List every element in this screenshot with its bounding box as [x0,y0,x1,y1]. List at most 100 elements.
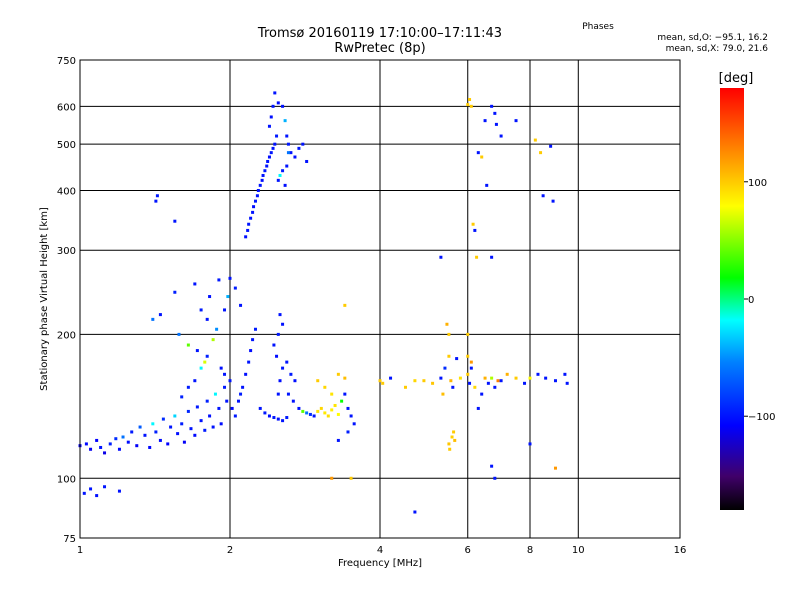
data-point [285,134,289,138]
data-point [523,381,527,385]
data-point [225,399,229,403]
data-point [228,379,232,383]
data-point [89,447,93,451]
colorbar-tick-label: 100 [748,178,767,189]
data-point [130,430,134,434]
data-point [468,98,472,102]
data-point [117,447,121,451]
data-point [541,194,545,198]
data-point [278,173,282,177]
data-point [176,432,180,436]
y-tick-label: 750 [57,56,76,67]
data-point [291,399,295,403]
data-point [158,438,162,442]
data-point [143,433,147,437]
data-point [223,308,227,312]
data-point [239,303,243,307]
x-tick-label: 4 [377,545,383,556]
data-point [439,255,443,259]
data-points [78,91,569,514]
data-point [485,183,489,187]
data-point [340,399,344,403]
data-point [173,414,177,418]
data-point [275,134,279,138]
data-point [293,155,297,159]
data-point [466,103,470,107]
data-point [182,440,186,444]
colorbar-unit-label: [deg] [719,71,754,86]
data-point [469,360,473,364]
data-point [297,406,301,410]
data-point [103,451,107,455]
data-point [553,379,557,383]
data-point [203,428,207,432]
data-point [493,385,497,389]
data-point [551,199,555,203]
data-point [473,385,477,389]
data-point [249,216,253,220]
y-tick-label: 400 [57,186,76,197]
data-point [499,379,503,383]
data-point [186,385,190,389]
data-point [263,169,267,173]
data-point [493,476,497,480]
data-point [169,425,173,429]
data-point [452,430,456,434]
data-point [246,228,250,232]
data-point [285,416,289,420]
data-point [195,405,199,409]
y-tick-label: 500 [57,140,76,151]
data-point [533,138,537,142]
data-point [261,173,265,177]
data-point [565,381,569,385]
data-point [177,332,181,336]
data-point [305,159,309,163]
data-point [154,430,158,434]
data-point [95,494,99,498]
data-point [490,376,494,380]
data-point [217,278,221,282]
data-point [95,438,99,442]
data-point [286,151,290,155]
data-point [117,489,121,493]
data-point [230,406,234,410]
data-point [148,445,152,449]
data-point [273,91,277,95]
data-point [253,199,257,203]
data-point [228,276,232,280]
data-point [458,376,462,380]
data-point [293,379,297,383]
data-point [336,412,340,416]
data-point [241,385,245,389]
data-point [466,332,470,336]
data-point [223,385,227,389]
data-point [267,155,271,159]
data-point [381,381,385,385]
data-point [205,354,209,358]
data-point [283,119,287,123]
data-point [276,392,280,396]
x-tick-label: 2 [227,545,233,556]
chart-title: Tromsø 20160119 17:10:00–17:11:43 [257,26,503,41]
data-point [316,379,320,383]
data-point [349,414,353,418]
data-point [114,437,118,441]
x-tick-label: 8 [527,545,533,556]
data-point [166,442,170,446]
data-point [499,134,503,138]
data-point [447,332,451,336]
data-point [466,354,470,358]
data-point [453,438,457,442]
data-point [155,194,159,198]
data-point [151,422,155,426]
data-point [469,104,473,108]
data-point [158,313,162,317]
data-point [272,343,276,347]
data-point [483,119,487,123]
data-point [265,164,269,168]
x-axis-label: Frequency [MHz] [338,558,422,569]
data-point [448,447,452,451]
data-point [193,433,197,437]
data-point [439,376,443,380]
data-point [443,366,447,370]
